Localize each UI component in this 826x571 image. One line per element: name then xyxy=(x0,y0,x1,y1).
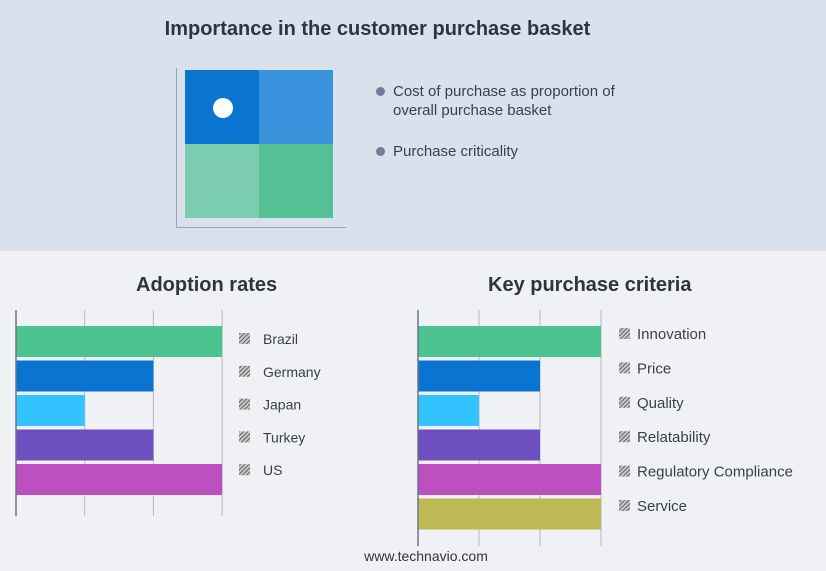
bar-us xyxy=(16,464,223,495)
legend-bullet-icon xyxy=(376,87,385,96)
legend-hatch-icon xyxy=(619,431,630,443)
bar-brazil xyxy=(16,326,223,357)
bar-germany xyxy=(16,360,154,392)
legend-hatch-icon xyxy=(239,333,250,344)
legend-hatch-icon xyxy=(619,328,630,339)
legend-item-cost: Cost of purchase as proportion of overal… xyxy=(376,82,653,120)
legend-hatch-icon xyxy=(619,465,630,477)
legend-hatch-icon xyxy=(619,362,630,374)
legend-label: Regulatory Compliance xyxy=(637,464,793,481)
matrix-cell-high-high xyxy=(259,70,333,144)
legend-label: Service xyxy=(637,498,687,515)
matrix-legend: Cost of purchase as proportion of overal… xyxy=(376,82,653,183)
matrix-cell-low-high xyxy=(259,144,333,218)
website-footer: www.technavio.com xyxy=(364,548,488,564)
position-marker xyxy=(213,98,233,118)
page-title: Importance in the customer purchase bask… xyxy=(164,18,591,40)
key-purchase-criteria-title: Key purchase criteria xyxy=(488,274,692,296)
legend-label: Quality xyxy=(637,395,684,412)
legend-label: Japan xyxy=(263,397,301,413)
legend-label: Relatability xyxy=(637,429,711,446)
bar-service xyxy=(418,498,601,530)
legend-hatch-icon xyxy=(239,365,250,377)
legend-label: Innovation xyxy=(637,326,706,343)
legend-hatch-icon xyxy=(239,431,250,443)
adoption-rates-title: Adoption rates xyxy=(136,274,278,296)
bar-quality xyxy=(418,395,479,426)
bar-japan xyxy=(16,395,85,426)
bar-relatability xyxy=(418,429,540,461)
legend-label: Purchase criticality xyxy=(393,143,519,160)
legend-label: Price xyxy=(637,360,671,377)
importance-matrix xyxy=(176,68,346,228)
legend-hatch-icon xyxy=(619,396,630,408)
bar-price xyxy=(418,360,540,392)
legend-item-criticality: Purchase criticality xyxy=(376,142,653,161)
legend-label: Brazil xyxy=(263,331,298,347)
legend-hatch-icon xyxy=(619,500,630,511)
legend-hatch-icon xyxy=(239,398,250,410)
top-panel: Importance in the customer purchase bask… xyxy=(0,0,826,251)
matrix-y-axis xyxy=(176,68,177,228)
bar-regulatory-compliance xyxy=(418,464,601,495)
legend-label: Germany xyxy=(263,364,321,380)
legend-label: US xyxy=(263,462,282,478)
bar-innovation xyxy=(418,326,601,357)
matrix-cell-low-low xyxy=(185,144,259,218)
legend-hatch-icon xyxy=(239,464,250,476)
legend-bullet-icon xyxy=(376,147,385,156)
bar-turkey xyxy=(16,429,154,461)
legend-label: Cost of purchase as proportion of overal… xyxy=(393,83,615,119)
matrix-x-axis xyxy=(176,227,346,228)
legend-label: Turkey xyxy=(263,429,305,445)
